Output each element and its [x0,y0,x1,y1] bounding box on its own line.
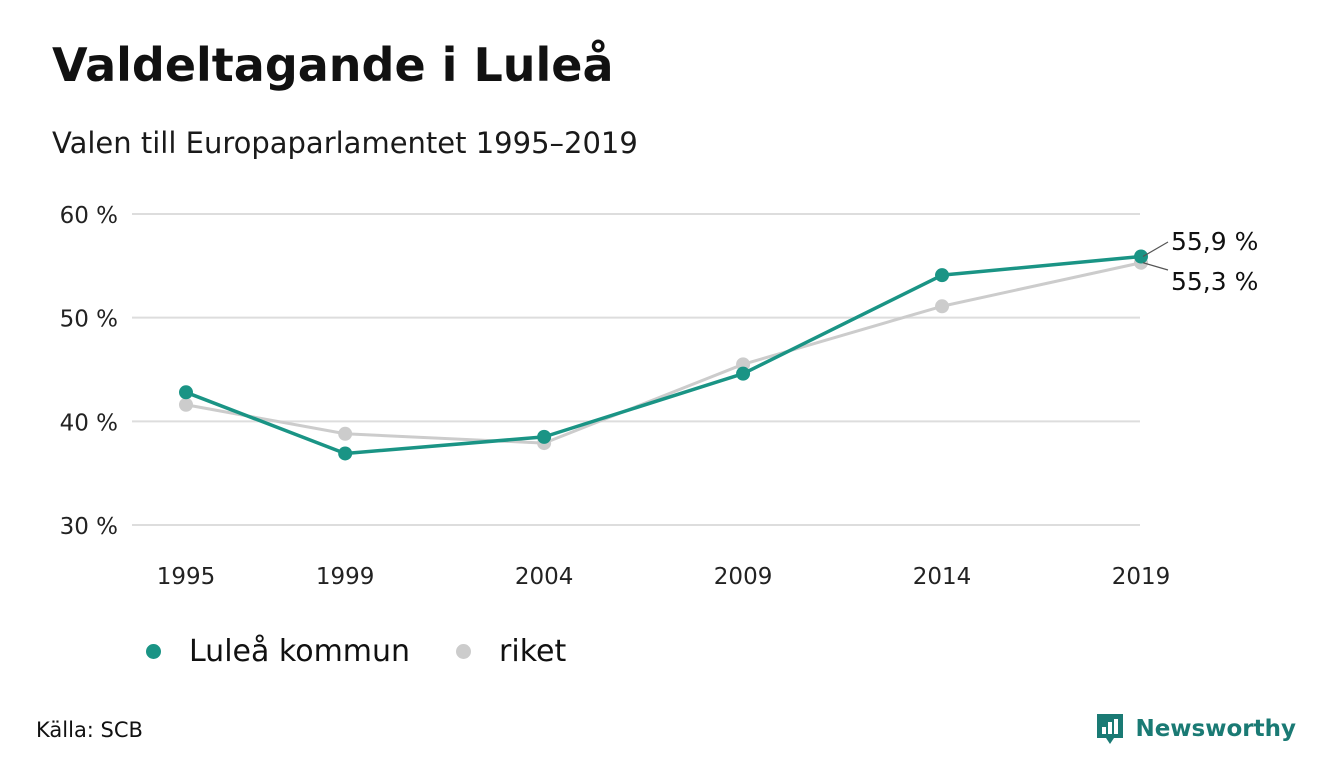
source-note: Källa: SCB [36,718,143,742]
data-point-lulea [736,366,751,381]
legend-item-lulea: Luleå kommun [146,634,410,669]
end-label-leader [1142,262,1169,271]
chart-subtitle: Valen till Europaparlamentet 1995–2019 [52,126,638,160]
legend-label-lulea: Luleå kommun [189,634,411,669]
data-point-lulea [537,429,552,444]
series-line-riket [185,261,1142,445]
y-tick-label: 50 % [60,307,118,333]
data-point-riket [179,397,193,412]
data-point-riket [935,299,950,314]
legend: Luleå kommun riket [146,634,612,669]
x-tick-label: 1999 [316,564,375,590]
data-point-lulea [179,385,193,400]
legend-item-riket: riket [456,634,566,669]
newsworthy-logo-icon [1097,714,1124,744]
legend-marker-lulea [146,644,161,659]
series-lines [179,249,1148,461]
x-tick-label: 2009 [714,564,773,590]
end-label-riket: 55,3 % [1171,267,1258,296]
x-tick-label: 2014 [913,564,972,590]
x-tick-label: 1995 [157,564,216,590]
x-tick-label: 2004 [515,564,574,590]
end-label-lulea: 55,9 % [1171,227,1258,256]
brand-name: Newsworthy [1135,716,1296,742]
y-tick-label: 40 % [60,410,118,436]
data-point-lulea [1134,249,1148,264]
x-tick-label: 2019 [1112,564,1171,590]
end-value-labels: 55,9 % 55,3 % [1142,227,1258,296]
line-chart: 30 % 40 % 50 % 60 % 1995 1999 2004 2009 2014 201… [60,203,1259,590]
data-point-lulea [935,268,950,283]
y-tick-label: 30 % [60,514,118,540]
y-axis-tick-labels: 30 % 40 % 50 % 60 % [60,203,118,540]
data-point-riket [338,426,353,441]
gridlines [132,213,1140,526]
y-tick-label: 60 % [60,203,118,229]
data-point-lulea [338,446,353,461]
x-axis-tick-labels: 1995 1999 2004 2009 2014 2019 [157,564,1171,590]
brand-logo: Newsworthy [1095,712,1296,746]
legend-label-riket: riket [499,634,567,669]
legend-marker-riket [456,644,472,659]
end-label-leader [1142,241,1169,258]
chart-title: Valdeltagande i Luleå [52,38,614,92]
series-line-lulea [185,254,1142,456]
